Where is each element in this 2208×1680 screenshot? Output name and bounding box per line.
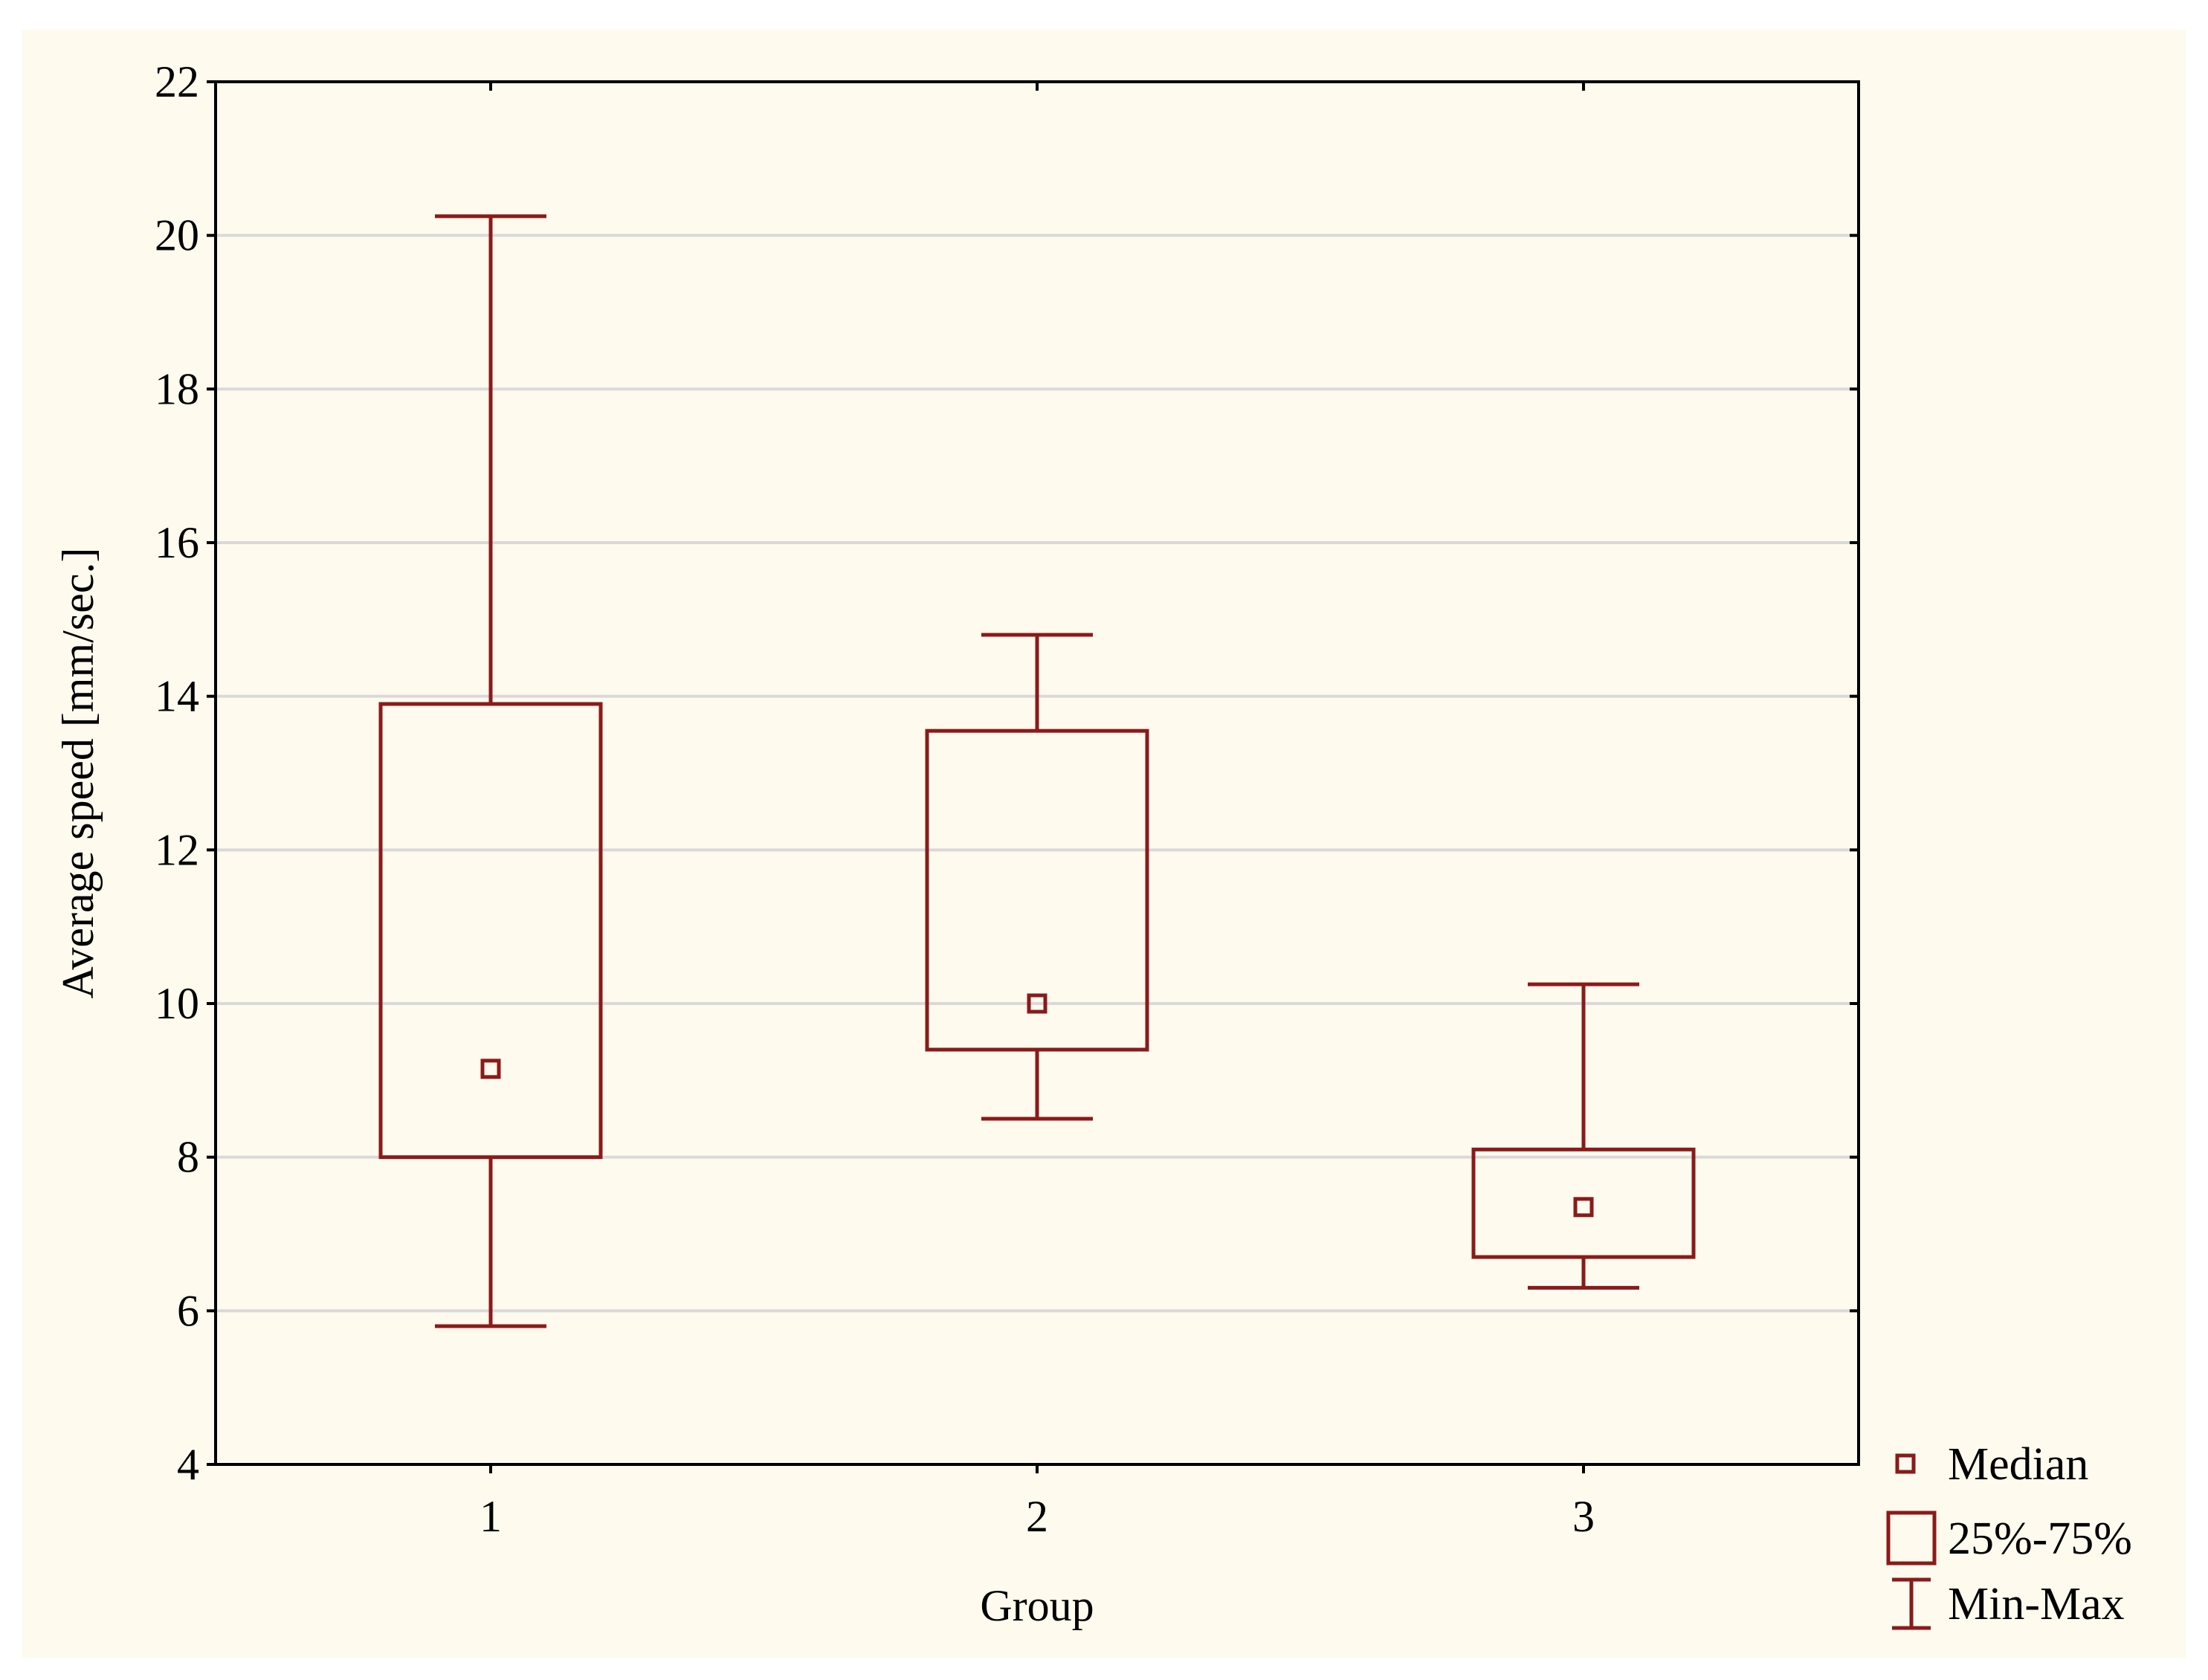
iqr-box	[1471, 1147, 1696, 1259]
y-tick-label: 4	[177, 1440, 199, 1489]
iqr-box	[925, 728, 1149, 1052]
median-marker	[1027, 993, 1047, 1014]
legend-item-median: Median	[1895, 1439, 2088, 1490]
legend-label-box: 25%-75%	[1948, 1513, 2132, 1564]
legend-label-whisker: Min-Max	[1948, 1579, 2125, 1629]
x-axis-title: Group	[980, 1581, 1094, 1630]
legend: Median 25%-75% Min-Max	[1886, 1439, 2132, 1630]
x-tick-label: 2	[1026, 1492, 1048, 1541]
x-tick-label: 1	[480, 1492, 502, 1541]
box-group-1	[378, 214, 603, 1328]
y-tick-label: 8	[177, 1133, 199, 1182]
x-tick-label: 3	[1572, 1492, 1595, 1541]
median-marker	[480, 1059, 501, 1079]
y-tick-label: 18	[155, 364, 199, 413]
y-tick-label: 12	[155, 825, 199, 874]
y-tick-label: 6	[177, 1286, 199, 1335]
legend-label-median: Median	[1948, 1439, 2088, 1490]
median-marker-icon	[1895, 1453, 1916, 1474]
legend-item-whisker: Min-Max	[1892, 1577, 2125, 1630]
y-tick-label: 10	[155, 979, 199, 1028]
y-axis-title: Average speed [mm/sec.]	[54, 548, 103, 999]
box-group-2	[925, 633, 1149, 1121]
y-tick-label: 16	[155, 518, 199, 567]
y-tick-label: 14	[155, 672, 199, 721]
median-marker	[1573, 1197, 1594, 1218]
chart-container: 4 6 8 10 12 14 16 18 20 22 1 2 3 Group Average speed…	[22, 30, 2186, 1658]
y-tick-label: 20	[155, 211, 199, 260]
box-icon	[1886, 1511, 1937, 1566]
boxes	[378, 214, 1696, 1328]
legend-item-box: 25%-75%	[1886, 1511, 2132, 1566]
y-tick-label: 22	[155, 57, 199, 106]
iqr-box	[378, 702, 603, 1160]
box-group-3	[1471, 982, 1696, 1290]
whisker-icon	[1892, 1577, 1931, 1630]
